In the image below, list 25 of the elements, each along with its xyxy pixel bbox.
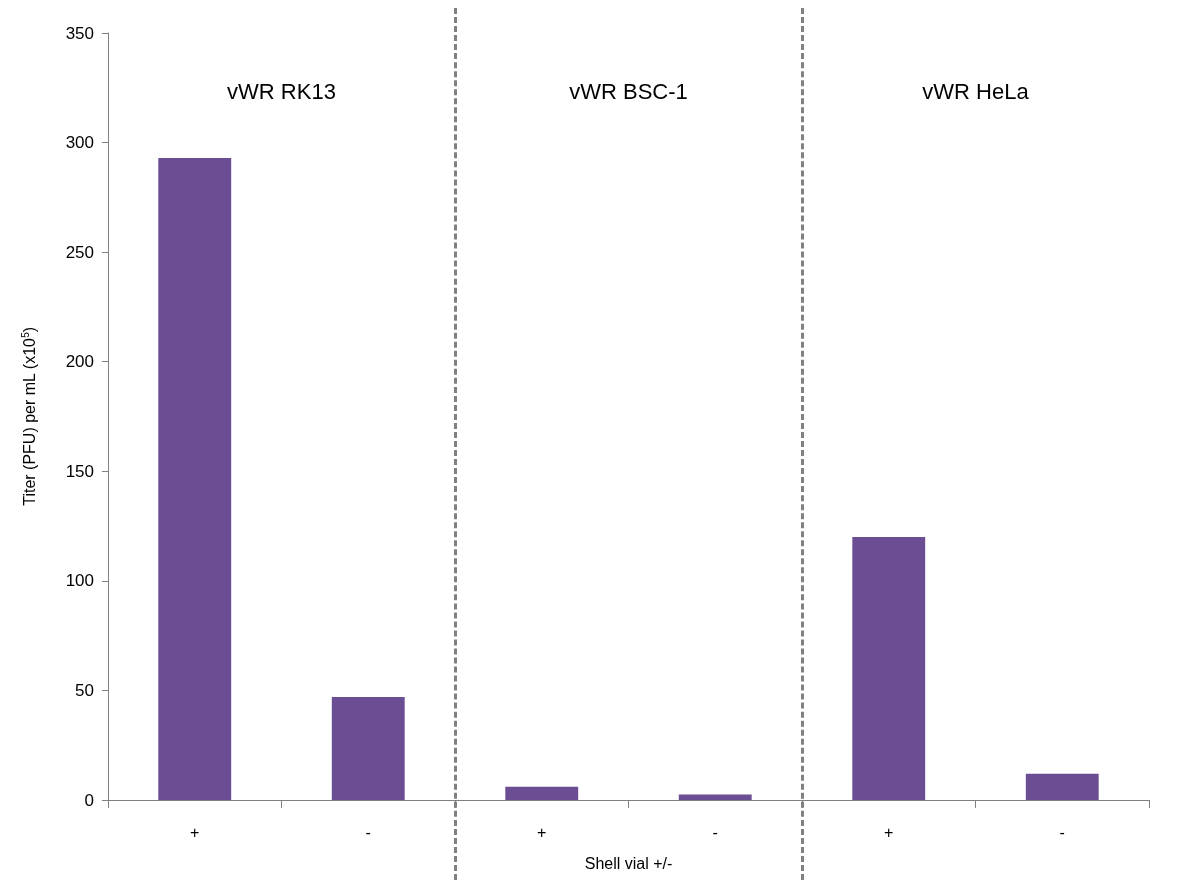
x-tick-label: - (712, 823, 718, 841)
x-tick-label: + (884, 823, 894, 841)
bar (505, 786, 579, 800)
bar (1025, 773, 1099, 800)
y-tick-label: 150 (65, 461, 94, 481)
bar (158, 157, 232, 800)
y-tick-label: 300 (65, 133, 94, 153)
y-tick-label: 350 (65, 23, 94, 43)
bar (852, 537, 926, 800)
y-tick-label: 0 (84, 790, 94, 810)
x-tick-label: + (190, 823, 200, 841)
x-tick-label: - (1059, 823, 1065, 841)
x-tick-label: - (365, 823, 371, 841)
bar (331, 697, 405, 800)
bar (678, 794, 752, 800)
x-axis-title: Shell vial +/- (584, 854, 673, 872)
annotation: vWR RK13 (227, 78, 336, 104)
y-tick-label: 200 (65, 352, 94, 372)
y-axis-title: Titer (PFU) per mL (x105) (19, 326, 38, 506)
annotation: vWR BSC-1 (569, 78, 688, 104)
y-tick-label: 50 (75, 680, 94, 700)
y-tick-label: 100 (65, 571, 94, 591)
annotation: vWR HeLa (922, 78, 1030, 104)
x-tick-label: + (537, 823, 547, 841)
y-tick-label: 250 (65, 242, 94, 262)
